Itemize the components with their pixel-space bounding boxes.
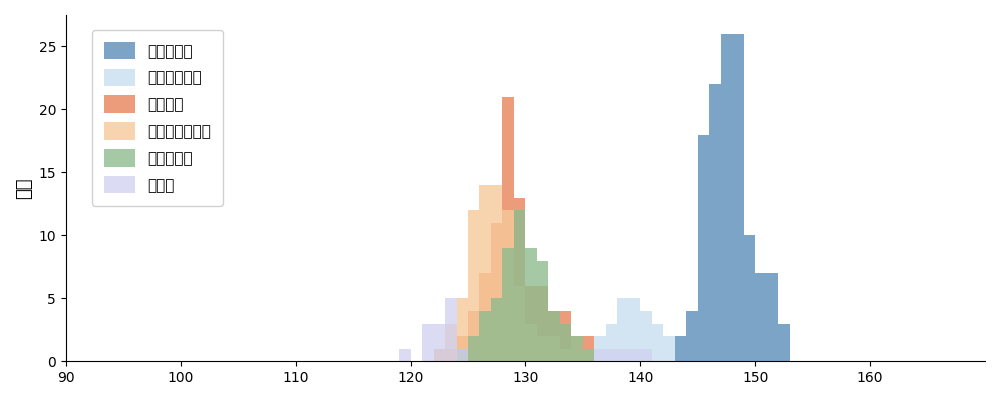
Bar	[583, 336, 594, 361]
Bar	[445, 324, 457, 361]
Bar	[652, 324, 663, 361]
Bar	[732, 34, 744, 361]
Bar	[537, 286, 548, 361]
Bar	[560, 311, 571, 361]
Bar	[525, 248, 537, 361]
Bar	[629, 349, 640, 361]
Bar	[445, 298, 457, 361]
Bar	[468, 210, 479, 361]
Bar	[457, 349, 468, 361]
Bar	[525, 286, 537, 361]
Bar	[548, 311, 560, 361]
Bar	[571, 336, 583, 361]
Bar	[709, 84, 721, 361]
Bar	[468, 336, 479, 361]
Bar	[663, 336, 675, 361]
Bar	[514, 286, 525, 361]
Bar	[491, 185, 502, 361]
Bar	[457, 298, 468, 361]
Bar	[479, 311, 491, 361]
Bar	[445, 349, 457, 361]
Bar	[617, 349, 629, 361]
Bar	[514, 210, 525, 361]
Bar	[594, 349, 606, 361]
Bar	[698, 135, 709, 361]
Bar	[744, 235, 755, 361]
Bar	[479, 185, 491, 361]
Bar	[468, 311, 479, 361]
Bar	[686, 311, 698, 361]
Bar	[606, 349, 617, 361]
Bar	[629, 298, 640, 361]
Bar	[583, 349, 594, 361]
Bar	[502, 248, 514, 361]
Bar	[525, 324, 537, 361]
Bar	[675, 336, 686, 361]
Bar	[571, 336, 583, 361]
Bar	[422, 324, 434, 361]
Bar	[491, 223, 502, 361]
Bar	[571, 336, 583, 361]
Bar	[502, 210, 514, 361]
Bar	[606, 324, 617, 361]
Bar	[721, 34, 732, 361]
Bar	[479, 273, 491, 361]
Y-axis label: 球数: 球数	[15, 177, 33, 199]
Bar	[399, 349, 411, 361]
Bar	[514, 198, 525, 361]
Bar	[778, 324, 790, 361]
Bar	[583, 349, 594, 361]
Bar	[767, 273, 778, 361]
Bar	[560, 324, 571, 361]
Bar	[617, 298, 629, 361]
Bar	[640, 311, 652, 361]
Bar	[457, 336, 468, 361]
Bar	[537, 260, 548, 361]
Bar	[755, 273, 767, 361]
Bar	[594, 336, 606, 361]
Legend: ストレート, カットボール, フォーク, チェンジアップ, スライダー, カーブ: ストレート, カットボール, フォーク, チェンジアップ, スライダー, カーブ	[92, 30, 223, 206]
Bar	[537, 336, 548, 361]
Bar	[434, 349, 445, 361]
Bar	[434, 349, 445, 361]
Bar	[491, 298, 502, 361]
Bar	[548, 336, 560, 361]
Bar	[434, 324, 445, 361]
Bar	[560, 349, 571, 361]
Bar	[457, 349, 468, 361]
Bar	[502, 97, 514, 361]
Bar	[548, 311, 560, 361]
Bar	[640, 349, 652, 361]
